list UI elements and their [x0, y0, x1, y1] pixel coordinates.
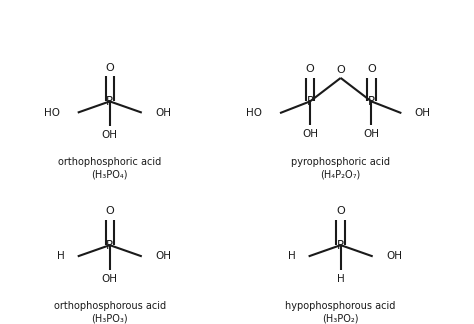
Text: O: O	[336, 65, 345, 75]
Text: P: P	[106, 95, 113, 108]
Text: H: H	[337, 274, 345, 284]
Text: HO: HO	[246, 108, 262, 118]
Text: P: P	[106, 238, 113, 252]
Text: P: P	[368, 95, 375, 108]
Text: HO: HO	[44, 108, 60, 118]
Text: (H₃PO₃): (H₃PO₃)	[91, 314, 128, 324]
Text: OH: OH	[155, 108, 171, 118]
Text: OH: OH	[302, 129, 318, 139]
Text: O: O	[367, 64, 376, 74]
Text: O: O	[105, 206, 114, 216]
Text: OH: OH	[415, 108, 430, 118]
Text: OH: OH	[102, 130, 118, 140]
Text: O: O	[306, 64, 314, 74]
Text: OH: OH	[363, 129, 379, 139]
Text: hypophosphorous acid: hypophosphorous acid	[285, 301, 396, 311]
Text: OH: OH	[155, 251, 171, 261]
Text: (H₄P₂O₇): (H₄P₂O₇)	[320, 170, 361, 180]
Text: (H₃PO₂): (H₃PO₂)	[322, 314, 359, 324]
Text: P: P	[307, 95, 313, 108]
Text: orthophosphoric acid: orthophosphoric acid	[58, 157, 161, 167]
Text: (H₃PO₄): (H₃PO₄)	[91, 170, 128, 180]
Text: OH: OH	[102, 274, 118, 284]
Text: O: O	[105, 63, 114, 73]
Text: O: O	[336, 206, 345, 216]
Text: pyrophosphoric acid: pyrophosphoric acid	[291, 157, 390, 167]
Text: H: H	[57, 251, 65, 261]
Text: orthophosphorous acid: orthophosphorous acid	[54, 301, 166, 311]
Text: OH: OH	[386, 251, 402, 261]
Text: P: P	[337, 238, 344, 252]
Text: H: H	[288, 251, 296, 261]
